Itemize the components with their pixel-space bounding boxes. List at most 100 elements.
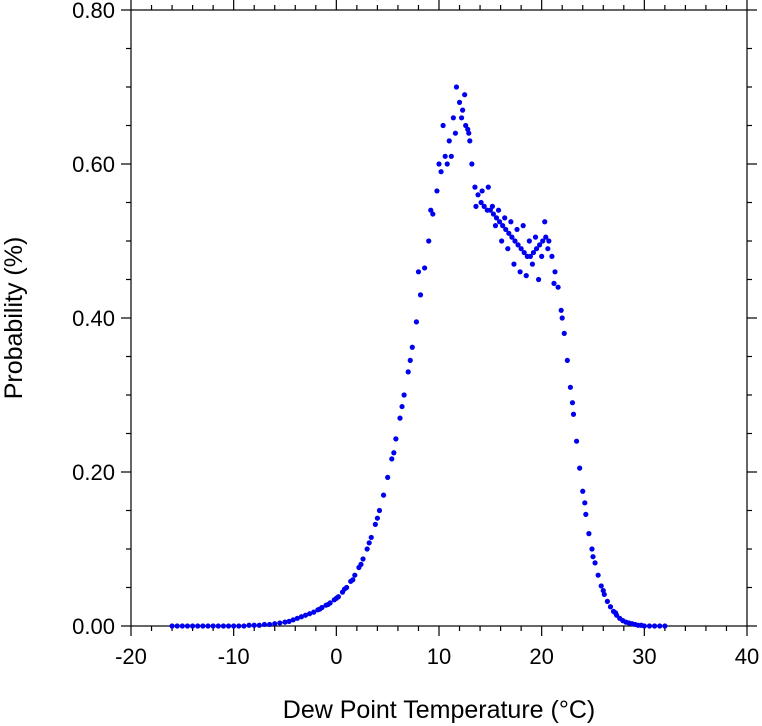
data-point: [595, 572, 601, 578]
data-point: [446, 138, 452, 144]
data-point: [545, 246, 551, 252]
data-point: [385, 474, 391, 480]
data-point: [592, 560, 598, 566]
data-point: [652, 623, 658, 629]
data-point: [261, 621, 268, 628]
data-point: [184, 623, 191, 629]
data-point: [582, 500, 588, 506]
data-point: [452, 130, 459, 136]
data-point: [426, 238, 432, 244]
data-point: [399, 403, 405, 410]
data-point: [546, 238, 552, 244]
data-point: [428, 207, 434, 213]
data-point: [374, 515, 380, 521]
data-point: [561, 330, 567, 336]
data-point: [376, 507, 383, 514]
data-point: [583, 511, 589, 517]
data-point: [272, 621, 278, 627]
x-tick-label: 10: [427, 644, 451, 669]
data-point: [481, 203, 487, 209]
data-point: [526, 238, 532, 244]
data-point: [646, 623, 653, 629]
plot-frame: [130, 9, 748, 627]
data-point: [368, 534, 374, 541]
data-point: [286, 618, 292, 624]
data-point: [415, 269, 422, 275]
data-point: [251, 622, 257, 628]
data-point: [200, 623, 206, 629]
data-point: [302, 612, 309, 618]
x-tick-label: 30: [632, 644, 656, 669]
data-point: [256, 622, 262, 628]
data-point: [662, 623, 668, 629]
data-point: [409, 344, 415, 350]
data-point: [473, 203, 479, 209]
data-point: [502, 215, 508, 221]
data-point: [372, 521, 378, 527]
data-point: [490, 211, 497, 217]
data-point: [413, 319, 420, 325]
data-point: [551, 280, 557, 286]
data-point: [539, 253, 545, 259]
data-point: [317, 606, 323, 612]
data-point: [282, 619, 288, 625]
data-point: [532, 234, 539, 240]
data-point: [517, 269, 523, 275]
data-point: [527, 253, 533, 259]
x-tick-label: 20: [529, 644, 553, 669]
data-point: [350, 577, 356, 583]
data-point: [505, 246, 511, 252]
data-point: [438, 169, 444, 175]
x-tick-label: -20: [115, 644, 147, 669]
data-point: [515, 242, 521, 248]
data-point: [444, 161, 450, 167]
data-point: [469, 161, 475, 167]
data-point: [467, 138, 473, 144]
data-point: [225, 623, 232, 629]
x-tick-label: -10: [218, 644, 250, 669]
data-point: [440, 122, 446, 129]
data-points: [169, 84, 668, 629]
data-point: [277, 620, 283, 626]
data-point: [442, 153, 448, 159]
data-point: [552, 269, 558, 275]
data-point: [509, 234, 515, 240]
tick-labels: -20 -10 0 10 20 30 40 0.00 0.20 0.40 0.60 0.80: [72, 0, 759, 669]
data-point: [580, 488, 586, 494]
data-point: [463, 122, 469, 129]
data-point: [489, 203, 495, 209]
data-point: [210, 623, 216, 629]
data-point: [436, 161, 442, 167]
data-point: [543, 234, 549, 240]
data-point: [456, 99, 463, 105]
data-point: [397, 415, 403, 421]
data-point: [401, 392, 407, 398]
data-point: [564, 357, 570, 363]
data-point: [511, 261, 517, 267]
data-point: [530, 249, 537, 256]
data-point: [169, 623, 175, 629]
data-point: [179, 623, 185, 629]
data-point: [298, 614, 305, 620]
data-point: [389, 456, 395, 462]
data-point: [267, 621, 273, 628]
data-point: [475, 192, 481, 198]
data-point: [542, 219, 548, 225]
data-point: [458, 115, 465, 121]
y-tick-label: 0.60: [72, 152, 115, 177]
data-point: [307, 611, 313, 617]
data-point: [518, 246, 524, 252]
data-point: [236, 623, 242, 629]
data-point: [521, 249, 527, 256]
data-point: [366, 540, 372, 546]
data-point: [569, 400, 576, 406]
data-point: [290, 617, 296, 623]
data-point: [333, 595, 339, 601]
data-point: [512, 238, 518, 244]
data-point: [246, 622, 252, 628]
data-point: [598, 583, 604, 589]
data-point: [506, 230, 512, 236]
data-point: [559, 315, 565, 321]
data-point: [612, 610, 619, 616]
